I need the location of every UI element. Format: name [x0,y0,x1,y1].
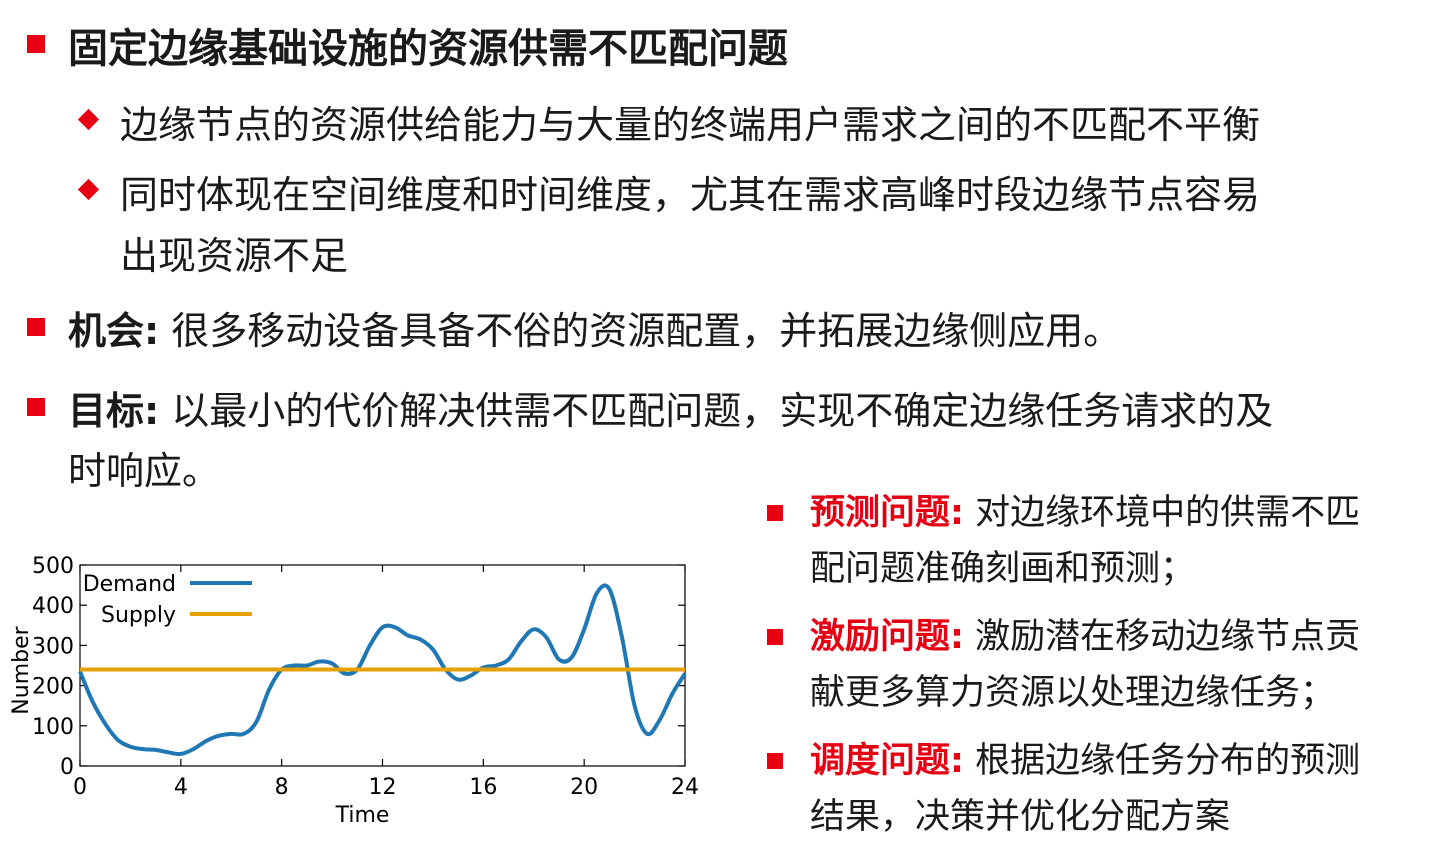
square-bullet-icon [27,318,45,336]
x-tick-label: 12 [369,775,397,800]
goal-text-continued: 时响应。 [68,449,221,493]
problem-item: 预测问题: 对边缘环境中的供需不匹 配问题准确刻画和预测； [810,485,1360,597]
problem-text-continued: 结果，决策并优化分配方案 [810,797,1231,837]
sub-bullet-text-continued: 出现资源不足 [120,234,349,278]
y-tick-label: 0 [60,755,74,780]
problem-item: 调度问题: 根据边缘任务分布的预测 结果，决策并优化分配方案 [810,733,1360,845]
problem-text: 对边缘环境中的供需不匹 [964,493,1361,533]
legend-label-demand: Demand [83,572,176,597]
y-tick-label: 300 [32,634,74,659]
y-tick-label: 200 [32,675,74,700]
opportunity-text: 很多移动设备具备不俗的资源配置，并拓展边缘侧应用。 [159,309,1122,353]
demand-supply-line-chart: 0 4 8 12 16 20 24 0 100 200 300 400 500 Time Number Dem… [9,554,699,828]
x-tick-label: 4 [174,775,188,800]
square-bullet-icon [767,629,783,645]
x-tick-label: 0 [73,775,87,800]
main-heading: 固定边缘基础设施的资源供需不匹配问题 [68,26,788,72]
problem-text-continued: 献更多算力资源以处理边缘任务； [810,673,1336,713]
x-tick-label: 16 [469,775,497,800]
opportunity-label: 机会: [68,309,160,353]
goal-text: 以最小的代价解决供需不匹配问题，实现不确定边缘任务请求的及 [159,389,1274,433]
square-bullet-icon [767,753,783,769]
problem-label: 预测问题: [810,493,964,533]
x-axis-label: Time [335,803,390,828]
square-bullet-icon [27,398,45,416]
square-bullet-icon [27,35,45,53]
x-tick-label: 8 [275,775,289,800]
problem-item: 激励问题: 激励潜在移动边缘节点贡 献更多算力资源以处理边缘任务； [810,609,1360,721]
diamond-bullet-icon [77,178,100,201]
legend-label-supply: Supply [101,603,176,628]
goal-line: 目标: 以最小的代价解决供需不匹配问题，实现不确定边缘任务请求的及 [68,380,1273,435]
opportunity-line: 机会: 很多移动设备具备不俗的资源配置，并拓展边缘侧应用。 [68,300,1121,355]
y-axis-label: Number [9,625,34,714]
x-tick-label: 24 [671,775,699,800]
square-bullet-icon [767,505,783,521]
y-tick-label: 500 [32,554,74,579]
problem-text-continued: 配问题准确刻画和预测； [810,549,1196,589]
problem-text: 根据边缘任务分布的预测 [964,741,1361,781]
problem-label: 调度问题: [810,741,964,781]
diamond-bullet-icon [77,108,100,131]
y-tick-label: 100 [32,715,74,740]
y-tick-label: 400 [32,594,74,619]
x-tick-label: 20 [570,775,598,800]
problem-label: 激励问题: [810,617,964,657]
sub-bullet-text: 边缘节点的资源供给能力与大量的终端用户需求之间的不匹配不平衡 [120,103,1261,147]
problem-text: 激励潜在移动边缘节点贡 [964,617,1361,657]
series-line-demand [78,583,687,757]
goal-label: 目标: [68,389,160,433]
sub-bullet-text: 同时体现在空间维度和时间维度，尤其在需求高峰时段边缘节点容易 [120,173,1261,217]
